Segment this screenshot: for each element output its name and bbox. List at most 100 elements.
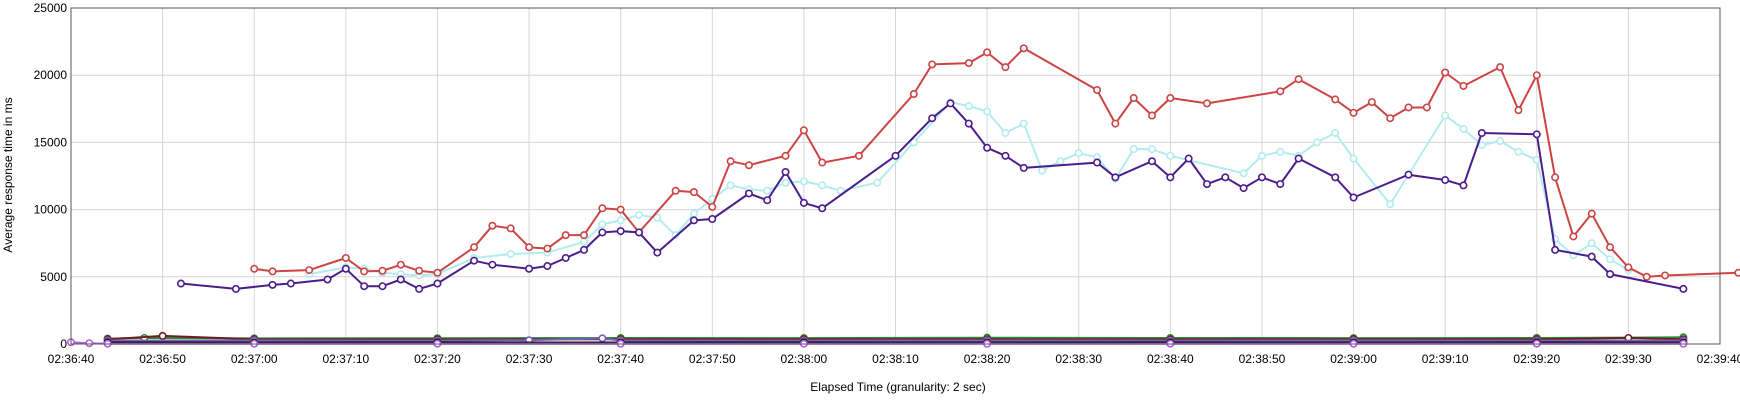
- data-point[interactable]: [433, 268, 442, 277]
- data-point[interactable]: [1532, 130, 1541, 139]
- data-point[interactable]: [1441, 68, 1450, 77]
- data-point[interactable]: [689, 188, 698, 197]
- data-point[interactable]: [470, 256, 479, 265]
- data-point[interactable]: [1276, 147, 1285, 156]
- data-point[interactable]: [305, 266, 314, 275]
- data-point[interactable]: [653, 213, 662, 222]
- data-point[interactable]: [580, 237, 589, 246]
- data-point[interactable]: [928, 60, 937, 69]
- data-point[interactable]: [1184, 154, 1193, 163]
- data-point[interactable]: [1166, 94, 1175, 103]
- data-point[interactable]: [506, 249, 515, 258]
- data-point[interactable]: [1404, 170, 1413, 179]
- data-point[interactable]: [1386, 200, 1395, 209]
- data-point[interactable]: [1239, 184, 1248, 193]
- data-point[interactable]: [1148, 157, 1157, 166]
- data-point[interactable]: [1056, 157, 1065, 166]
- data-point[interactable]: [689, 216, 698, 225]
- data-point[interactable]: [360, 267, 369, 276]
- data-point[interactable]: [1349, 193, 1358, 202]
- data-point[interactable]: [616, 216, 625, 225]
- data-point[interactable]: [1459, 181, 1468, 190]
- data-point[interactable]: [525, 264, 534, 273]
- data-point[interactable]: [909, 138, 918, 147]
- data-point[interactable]: [1202, 180, 1211, 189]
- data-point[interactable]: [580, 245, 589, 254]
- data-point[interactable]: [781, 167, 790, 176]
- data-point[interactable]: [1019, 44, 1028, 53]
- data-point[interactable]: [1001, 63, 1010, 72]
- data-point[interactable]: [1331, 173, 1340, 182]
- data-point[interactable]: [1166, 151, 1175, 160]
- data-point[interactable]: [1276, 180, 1285, 189]
- data-point[interactable]: [378, 266, 387, 275]
- data-point[interactable]: [689, 209, 698, 218]
- data-point[interactable]: [1734, 268, 1740, 277]
- data-point[interactable]: [708, 215, 717, 224]
- data-point[interactable]: [616, 205, 625, 214]
- data-point[interactable]: [1276, 87, 1285, 96]
- data-point[interactable]: [1532, 71, 1541, 80]
- data-point[interactable]: [1642, 272, 1651, 281]
- data-point[interactable]: [1477, 141, 1486, 150]
- data-point[interactable]: [561, 253, 570, 262]
- data-point[interactable]: [744, 189, 753, 198]
- data-point[interactable]: [341, 253, 350, 262]
- data-point[interactable]: [543, 262, 552, 271]
- data-point[interactable]: [1587, 239, 1596, 248]
- data-point[interactable]: [598, 204, 607, 213]
- data-point[interactable]: [928, 114, 937, 123]
- data-point[interactable]: [1312, 138, 1321, 147]
- data-point[interactable]: [1129, 145, 1138, 154]
- data-point[interactable]: [1606, 255, 1615, 264]
- data-point[interactable]: [726, 157, 735, 166]
- data-point[interactable]: [470, 243, 479, 252]
- data-point[interactable]: [341, 264, 350, 273]
- data-point[interactable]: [1019, 163, 1028, 172]
- data-point[interactable]: [1459, 81, 1468, 90]
- data-point[interactable]: [1606, 243, 1615, 252]
- data-point[interactable]: [1551, 245, 1560, 254]
- data-point[interactable]: [1294, 154, 1303, 163]
- data-point[interactable]: [323, 275, 332, 284]
- data-point[interactable]: [525, 243, 534, 252]
- data-point[interactable]: [799, 177, 808, 186]
- data-point[interactable]: [983, 143, 992, 152]
- data-point[interactable]: [268, 280, 277, 289]
- data-point[interactable]: [1093, 158, 1102, 167]
- data-point[interactable]: [506, 224, 515, 233]
- data-point[interactable]: [634, 228, 643, 237]
- data-point[interactable]: [1551, 173, 1560, 182]
- data-point[interactable]: [543, 244, 552, 253]
- data-point[interactable]: [763, 186, 772, 195]
- data-point[interactable]: [250, 264, 259, 273]
- data-point[interactable]: [1386, 114, 1395, 123]
- data-point[interactable]: [1331, 128, 1340, 137]
- data-point[interactable]: [964, 119, 973, 128]
- data-point[interactable]: [488, 260, 497, 269]
- data-point[interactable]: [1514, 147, 1523, 156]
- data-point[interactable]: [1093, 85, 1102, 94]
- data-point[interactable]: [818, 181, 827, 190]
- data-point[interactable]: [1129, 94, 1138, 103]
- data-point[interactable]: [415, 266, 424, 275]
- data-point[interactable]: [671, 186, 680, 195]
- data-point[interactable]: [1496, 137, 1505, 146]
- data-point[interactable]: [818, 158, 827, 167]
- data-point[interactable]: [653, 248, 662, 257]
- data-point[interactable]: [1074, 149, 1083, 158]
- data-point[interactable]: [1624, 263, 1633, 272]
- data-point[interactable]: [1257, 173, 1266, 182]
- data-point[interactable]: [1331, 95, 1340, 104]
- data-point[interactable]: [1441, 111, 1450, 120]
- data-point[interactable]: [1202, 99, 1211, 108]
- data-point[interactable]: [396, 275, 405, 284]
- data-point[interactable]: [744, 161, 753, 170]
- data-point[interactable]: [909, 90, 918, 99]
- data-point[interactable]: [799, 126, 808, 135]
- data-point[interactable]: [415, 284, 424, 293]
- data-point[interactable]: [983, 48, 992, 57]
- data-point[interactable]: [1367, 98, 1376, 107]
- data-point[interactable]: [634, 210, 643, 219]
- data-point[interactable]: [781, 151, 790, 160]
